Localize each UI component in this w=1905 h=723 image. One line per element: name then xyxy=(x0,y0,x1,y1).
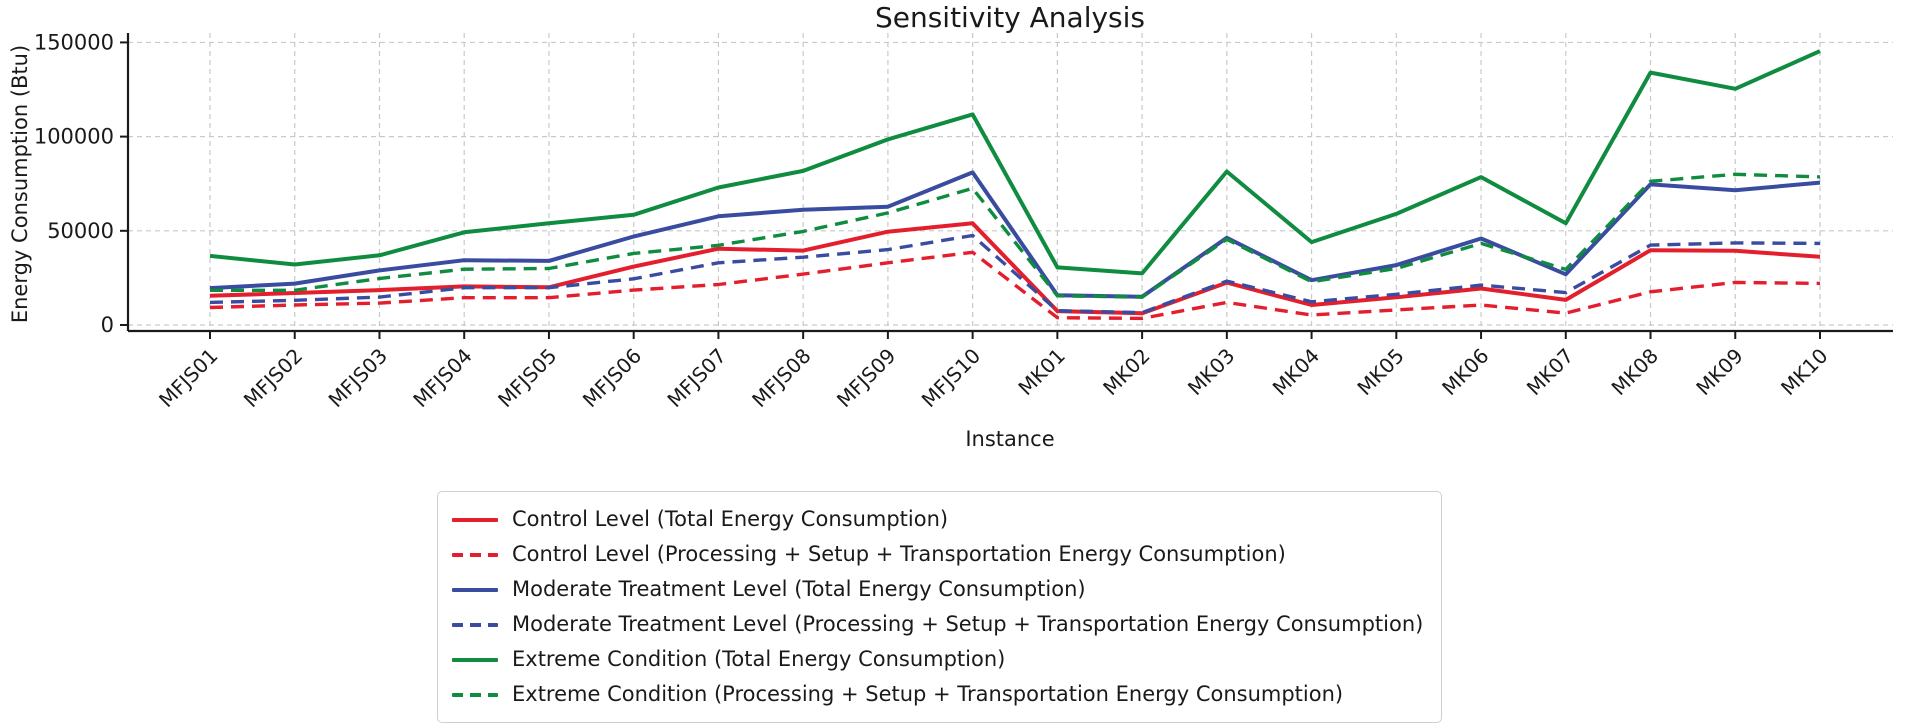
x-tick-label: MK02 xyxy=(1098,344,1154,400)
series-layer xyxy=(209,49,1821,321)
x-tick-label: MFJS01 xyxy=(154,344,222,412)
y-tick-label: 0 xyxy=(101,313,114,337)
chart-legend: Control Level (Total Energy Consumption)… xyxy=(437,491,1443,723)
legend-item-3: Moderate Treatment Level (Processing + S… xyxy=(452,607,1423,642)
legend-item-5: Extreme Condition (Processing + Setup + … xyxy=(452,677,1423,712)
x-tick-label: MFJS02 xyxy=(239,344,307,412)
series-line-4 xyxy=(209,49,1821,276)
x-tick-label: MFJS04 xyxy=(408,344,476,412)
legend-label: Moderate Treatment Level (Processing + S… xyxy=(512,612,1424,636)
legend-item-2: Moderate Treatment Level (Total Energy C… xyxy=(452,572,1423,607)
x-tick-label: MFJS07 xyxy=(662,344,730,412)
legend-item-0: Control Level (Total Energy Consumption) xyxy=(452,502,1423,537)
series-line-1 xyxy=(209,250,1821,321)
x-tick-label: MK06 xyxy=(1437,344,1493,400)
x-tick-label: MK04 xyxy=(1268,344,1324,400)
y-tick-label: 100000 xyxy=(34,125,114,149)
x-tick-label: MK01 xyxy=(1013,344,1069,400)
x-tick-label: MFJS03 xyxy=(324,344,392,412)
series-line-3 xyxy=(209,233,1821,315)
legend-label: Control Level (Processing + Setup + Tran… xyxy=(512,542,1286,566)
series-line-0 xyxy=(209,221,1821,316)
x-tick-label: MK08 xyxy=(1607,344,1663,400)
x-tick-label: MFJS08 xyxy=(747,344,815,412)
y-axis-title: Energy Consumption (Btu) xyxy=(8,45,32,323)
legend-label: Extreme Condition (Total Energy Consumpt… xyxy=(512,647,1006,671)
x-tick-label: MFJS10 xyxy=(917,344,985,412)
legend-item-4: Extreme Condition (Total Energy Consumpt… xyxy=(452,642,1423,677)
legend-label: Control Level (Total Energy Consumption) xyxy=(512,507,949,531)
legend-swatch-solid xyxy=(452,657,498,662)
legend-label: Moderate Treatment Level (Total Energy C… xyxy=(512,577,1086,601)
chart-title: Sensitivity Analysis xyxy=(875,1,1145,34)
x-tick-label: MFJS06 xyxy=(578,344,646,412)
x-tick-label: MK09 xyxy=(1691,344,1747,400)
axis-layer xyxy=(120,33,1893,339)
legend-item-1: Control Level (Processing + Setup + Tran… xyxy=(452,537,1423,572)
x-axis-title: Instance xyxy=(965,427,1054,451)
legend-label: Extreme Condition (Processing + Setup + … xyxy=(512,682,1344,706)
series-line-5 xyxy=(210,172,1821,299)
x-tick-label: MK05 xyxy=(1352,344,1408,400)
x-tick-label: MK10 xyxy=(1776,344,1832,400)
legend-swatch-solid xyxy=(452,587,498,592)
y-tick-label: 50000 xyxy=(47,219,114,243)
legend-swatch-dashed xyxy=(452,692,498,697)
legend-swatch-solid xyxy=(452,517,498,522)
x-tick-label: MK07 xyxy=(1522,344,1578,400)
y-tick-label: 150000 xyxy=(34,30,114,54)
series-line-2 xyxy=(209,170,1821,299)
x-tick-label: MFJS05 xyxy=(493,344,561,412)
grid-layer xyxy=(128,33,1893,331)
legend-swatch-dashed xyxy=(452,622,498,627)
x-tick-label: MK03 xyxy=(1183,344,1239,400)
legend-swatch-dashed xyxy=(452,552,498,557)
x-tick-label: MFJS09 xyxy=(832,344,900,412)
